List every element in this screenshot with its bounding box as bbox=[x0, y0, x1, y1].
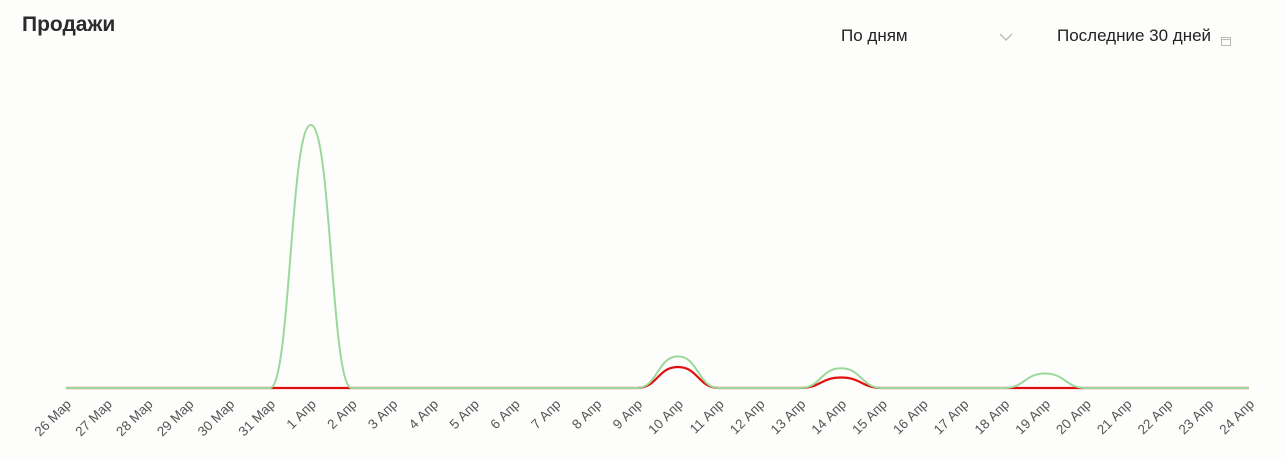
period-select[interactable]: По дням bbox=[841, 24, 1013, 48]
x-tick-label: 11 Апр bbox=[687, 397, 727, 437]
x-tick-label: 26 Мар bbox=[32, 397, 75, 440]
x-tick-label: 10 Апр bbox=[645, 397, 686, 438]
x-tick-label: 5 Апр bbox=[447, 397, 482, 432]
x-tick-label: 23 Апр bbox=[1176, 397, 1217, 438]
x-tick-label: 8 Апр bbox=[569, 397, 604, 432]
date-range-value: Последние 30 дней bbox=[1057, 26, 1212, 45]
x-tick-label: 17 Апр bbox=[931, 397, 972, 438]
x-tick-label: 30 Мар bbox=[195, 397, 238, 440]
x-tick-label: 4 Апр bbox=[406, 397, 441, 432]
calendar-icon[interactable] bbox=[1221, 31, 1232, 46]
x-tick-label: 28 Мар bbox=[113, 397, 156, 440]
x-tick-label: 15 Апр bbox=[849, 397, 890, 438]
x-tick-label: 3 Апр bbox=[365, 397, 400, 432]
x-tick-label: 12 Апр bbox=[727, 397, 768, 438]
period-select-value: По дням bbox=[841, 26, 908, 45]
x-tick-label: 29 Мар bbox=[154, 397, 197, 440]
x-tick-label: 1 Апр bbox=[283, 397, 318, 432]
x-tick-label: 21 Апр bbox=[1094, 397, 1135, 438]
x-tick-label: 16 Апр bbox=[890, 397, 931, 438]
x-tick-label: 6 Апр bbox=[487, 397, 522, 432]
x-tick-label: 24 Апр bbox=[1216, 397, 1257, 438]
x-tick-label: 19 Апр bbox=[1012, 397, 1053, 438]
chart-title: Продажи bbox=[22, 13, 116, 36]
chevron-down-icon[interactable] bbox=[999, 29, 1013, 43]
x-tick-label: 7 Апр bbox=[528, 397, 563, 432]
x-tick-label: 31 Мар bbox=[236, 397, 279, 440]
x-tick-label: 18 Апр bbox=[972, 397, 1013, 438]
series-line-0 bbox=[65, 124, 1249, 389]
x-tick-label: 2 Апр bbox=[324, 397, 359, 432]
x-tick-label: 9 Апр bbox=[610, 397, 645, 432]
date-range-picker[interactable]: Последние 30 дней bbox=[1057, 24, 1232, 48]
x-tick-label: 14 Апр bbox=[808, 397, 849, 438]
x-tick-label: 22 Апр bbox=[1135, 397, 1176, 438]
x-tick-label: 20 Апр bbox=[1053, 397, 1094, 438]
x-tick-label: 27 Мар bbox=[72, 397, 115, 440]
x-tick-label: 13 Апр bbox=[768, 397, 809, 438]
